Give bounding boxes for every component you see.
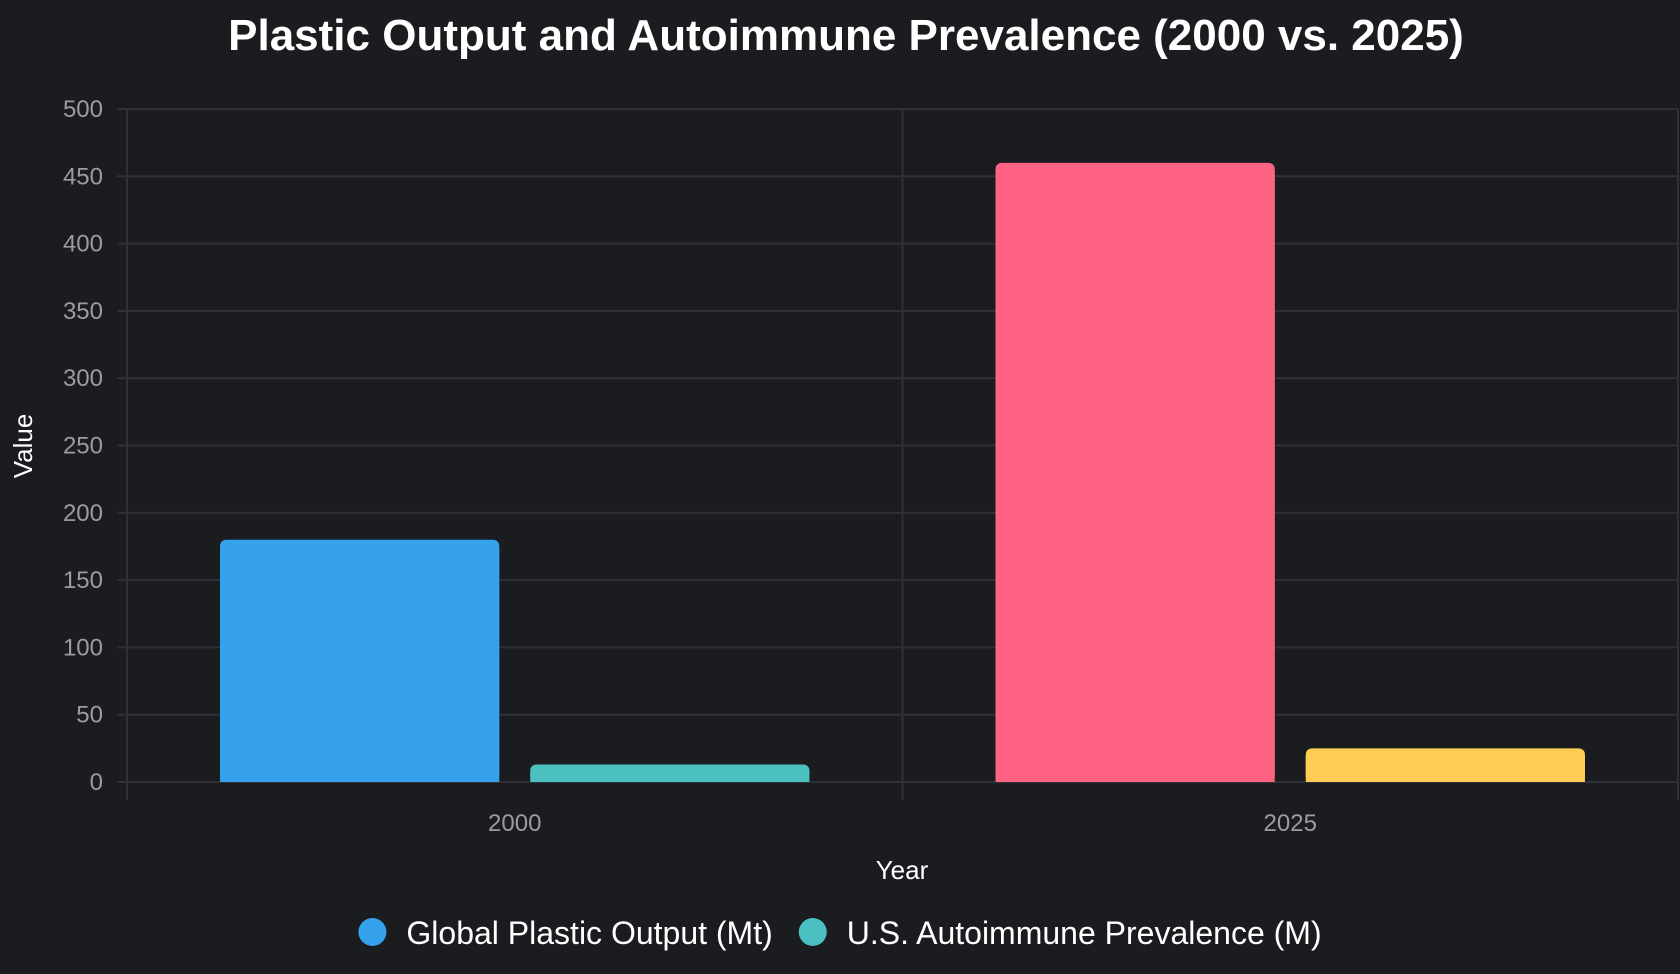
y-tick-label: 100: [63, 634, 103, 661]
legend-label: Global Plastic Output (Mt): [406, 915, 772, 951]
legend: Global Plastic Output (Mt) U.S. Autoimmun…: [358, 915, 1322, 951]
y-tick-label: 200: [63, 500, 103, 527]
y-tick-label: 450: [63, 163, 103, 190]
legend-label: U.S. Autoimmune Prevalence (M): [847, 915, 1322, 951]
y-tick-label: 350: [63, 298, 103, 325]
bar-body: [220, 547, 500, 782]
legend-swatch: [358, 918, 387, 946]
x-tick-label: 2025: [1264, 810, 1317, 837]
y-tick-label: 0: [90, 769, 103, 796]
legend-swatch: [798, 918, 827, 946]
bar-body: [995, 170, 1275, 783]
y-tick-label: 150: [63, 567, 103, 594]
y-tick-label: 300: [63, 365, 103, 392]
x-axis-ticks: 2000 2025: [488, 810, 1317, 837]
y-axis-title: Value: [8, 414, 38, 479]
y-tick-label: 50: [76, 702, 103, 729]
x-tick-label: 2000: [488, 810, 541, 837]
bar-body: [1305, 756, 1585, 782]
x-axis-title: Year: [876, 855, 929, 885]
bars: [220, 162, 1585, 783]
y-tick-label: 500: [63, 96, 103, 123]
chart-title: Plastic Output and Autoimmune Prevalence…: [228, 11, 1464, 60]
y-tick-label: 250: [63, 433, 103, 460]
y-tick-label: 400: [63, 231, 103, 258]
bar-body: [530, 772, 810, 782]
y-axis-ticks: 0 50 100 150 200 250 300 350 400 450 500: [63, 96, 103, 796]
